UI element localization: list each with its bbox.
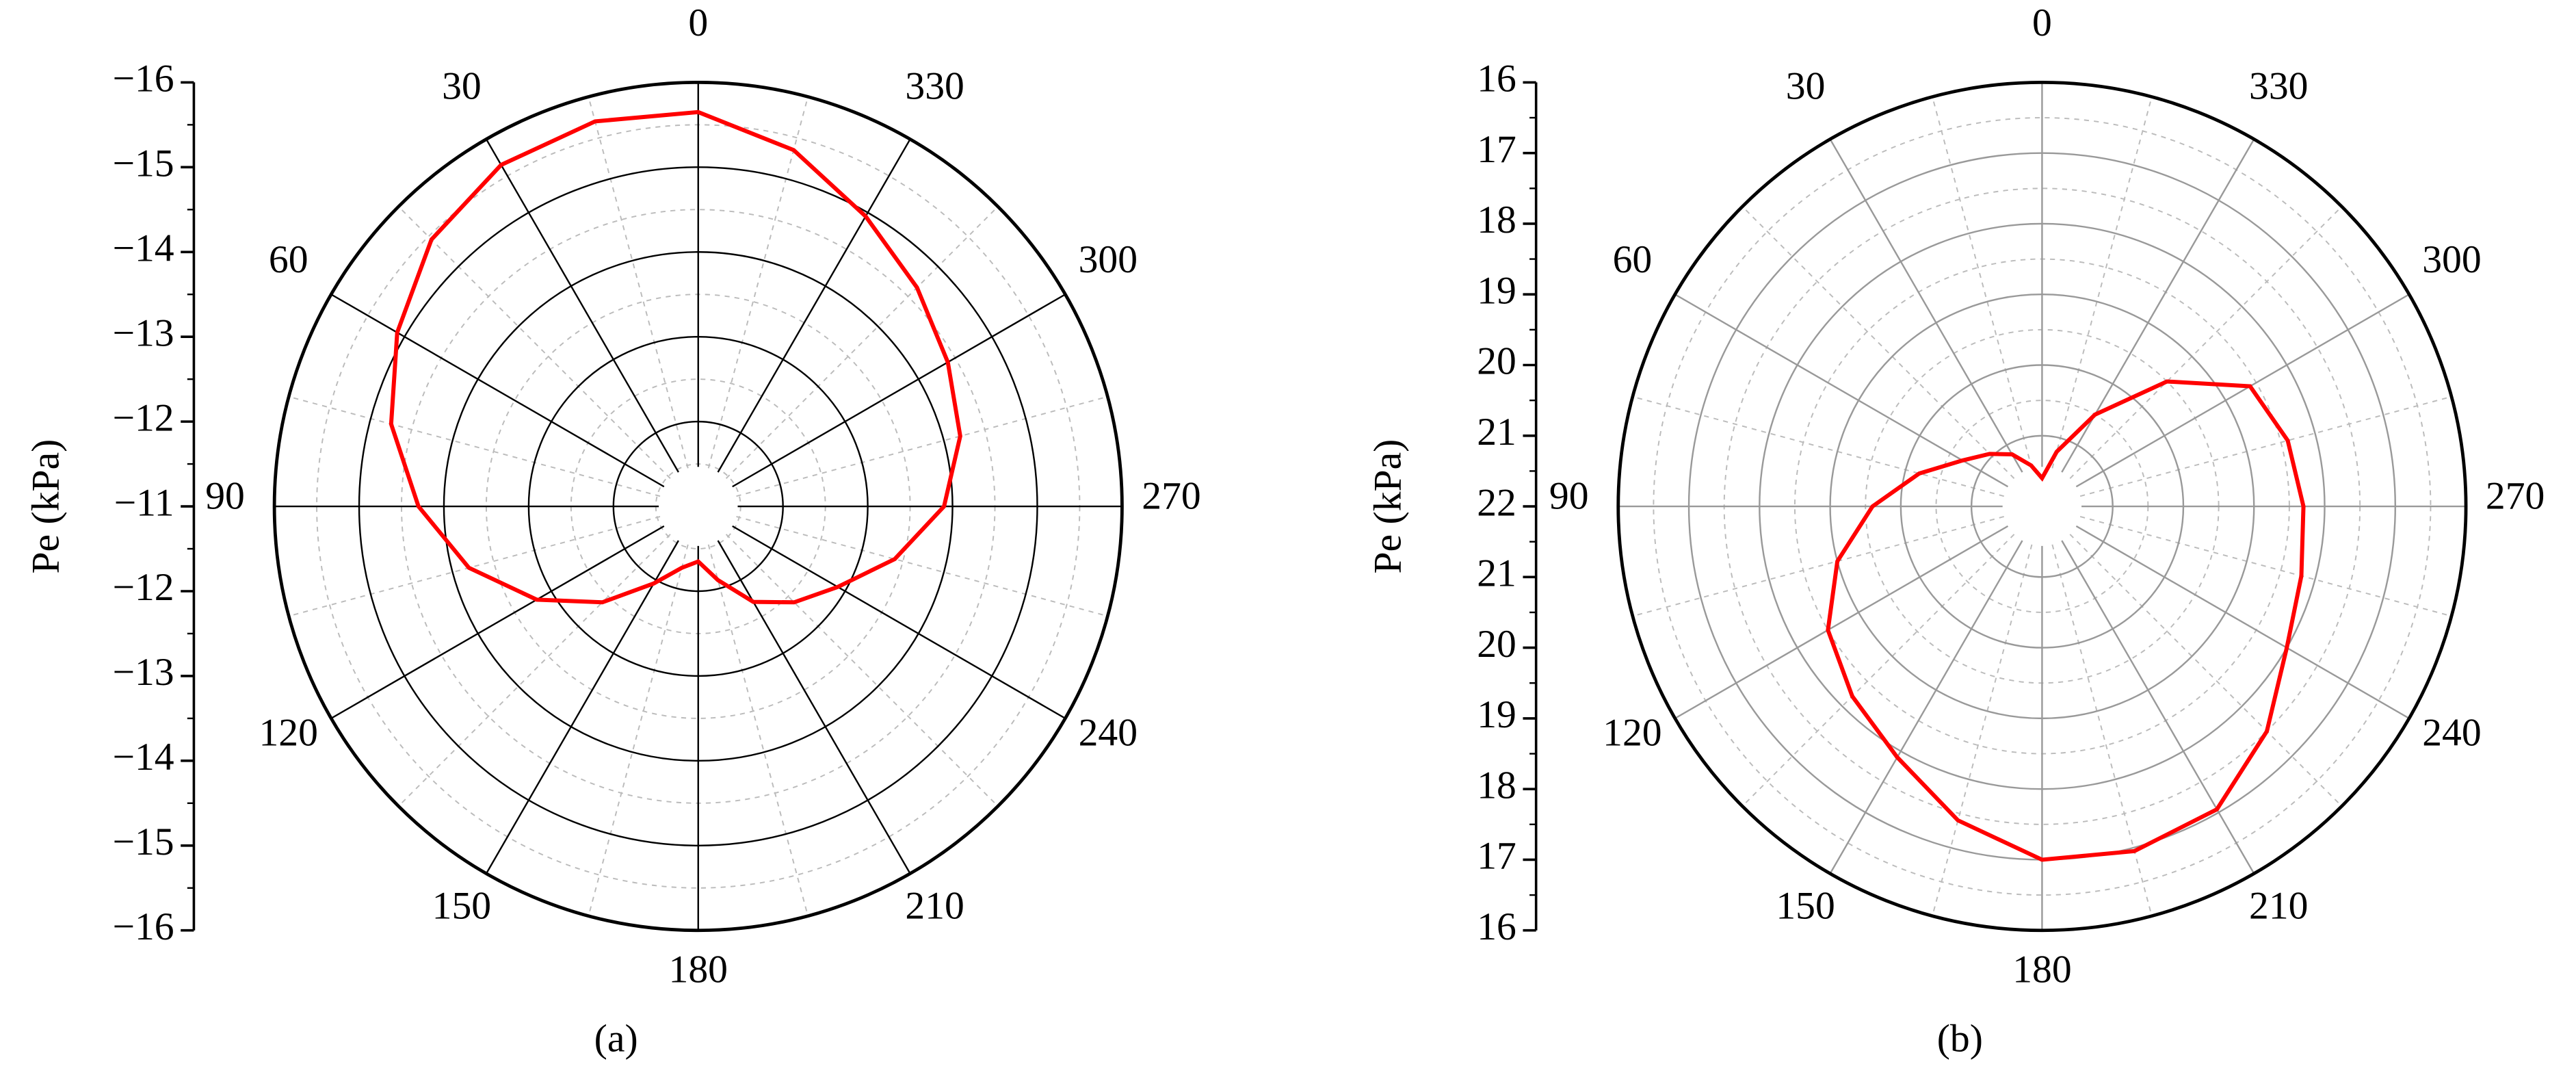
spoke xyxy=(2075,525,2410,719)
minor-spoke xyxy=(2051,96,2153,469)
y-tick-label: −15 xyxy=(112,820,174,864)
y-tick-label: 17 xyxy=(1477,835,1516,878)
angle-label: 210 xyxy=(905,885,964,928)
y-tick-label: −12 xyxy=(112,396,174,439)
angle-label: 90 xyxy=(1549,475,1589,518)
y-tick-label: 16 xyxy=(1477,905,1516,948)
angle-label: 270 xyxy=(1142,475,1200,518)
center-hole xyxy=(659,467,738,546)
angle-label: 30 xyxy=(1786,65,1826,108)
y-tick-label: 20 xyxy=(1477,623,1516,666)
y-tick-label: −12 xyxy=(112,566,174,609)
minor-spoke xyxy=(707,544,809,916)
minor-spoke xyxy=(725,206,999,479)
minor-spoke xyxy=(2079,395,2452,497)
panel-label: (a) xyxy=(594,1017,638,1060)
minor-spoke xyxy=(397,206,671,479)
spoke xyxy=(1674,525,2009,719)
spoke xyxy=(1829,138,2023,473)
minor-spoke xyxy=(1742,534,2015,807)
angle-label: 300 xyxy=(2422,238,2481,281)
y-tick-label: 18 xyxy=(1477,764,1516,807)
angle-label: 240 xyxy=(1079,712,1138,755)
center-hole xyxy=(2002,467,2082,546)
y-tick-label: −11 xyxy=(114,481,174,524)
minor-spoke xyxy=(2069,206,2343,479)
minor-spoke xyxy=(736,516,1108,617)
angle-label: 90 xyxy=(205,475,245,518)
y-tick-label: 16 xyxy=(1477,57,1516,101)
angle-label: 180 xyxy=(669,948,728,991)
spoke xyxy=(717,138,911,473)
angle-label: 330 xyxy=(905,65,964,108)
y-tick-label: 19 xyxy=(1477,693,1516,736)
outer-circle xyxy=(1616,80,2468,933)
spoke xyxy=(330,294,665,488)
curve xyxy=(1826,379,2306,862)
minor-spoke xyxy=(1932,544,2033,916)
y-axis-label: Pe (kPa) xyxy=(1367,439,1410,574)
y-tick-label: 19 xyxy=(1477,269,1516,312)
panel-label: (b) xyxy=(1937,1017,1983,1060)
spoke xyxy=(1829,540,2023,874)
y-tick-label: −13 xyxy=(112,311,174,354)
spoke xyxy=(732,294,1066,488)
minor-spoke xyxy=(2079,516,2452,617)
minor-spoke xyxy=(736,395,1108,497)
y-tick-label: 22 xyxy=(1477,481,1516,524)
y-tick-label: −15 xyxy=(112,142,174,185)
angle-label: 30 xyxy=(442,65,482,108)
y-tick-label: 18 xyxy=(1477,198,1516,242)
minor-spoke xyxy=(1932,96,2033,469)
y-tick-label: −13 xyxy=(112,651,174,694)
y-tick-label: 21 xyxy=(1477,411,1516,454)
angle-label: 270 xyxy=(2486,475,2545,518)
angle-label: 120 xyxy=(1603,712,1661,755)
spoke xyxy=(732,525,1066,719)
outer-circle xyxy=(272,80,1124,933)
angle-label: 0 xyxy=(688,1,708,44)
minor-spoke xyxy=(1742,206,2015,479)
angle-label: 300 xyxy=(1079,238,1138,281)
spoke xyxy=(485,540,679,874)
angle-label: 150 xyxy=(1776,885,1835,928)
minor-spoke xyxy=(397,534,671,807)
minor-spoke xyxy=(2069,534,2343,807)
y-tick-label: −16 xyxy=(112,57,174,101)
spoke xyxy=(1674,294,2009,488)
minor-spoke xyxy=(2051,544,2153,916)
angle-label: 330 xyxy=(2249,65,2308,108)
y-tick-label: 20 xyxy=(1477,340,1516,383)
angle-label: 60 xyxy=(269,238,308,281)
minor-spoke xyxy=(1632,395,2004,497)
spoke xyxy=(717,540,911,874)
minor-spoke xyxy=(588,96,689,469)
angle-label: 120 xyxy=(259,712,317,755)
minor-spoke xyxy=(288,395,661,497)
minor-spoke xyxy=(707,96,809,469)
spoke xyxy=(2061,540,2255,874)
angle-label: 0 xyxy=(2032,1,2052,44)
y-axis-label: Pe (kPa) xyxy=(24,439,67,574)
angle-label: 210 xyxy=(2249,885,2308,928)
angle-label: 150 xyxy=(432,885,491,928)
angle-label: 60 xyxy=(1613,238,1653,281)
y-tick-label: −14 xyxy=(112,226,174,270)
curve xyxy=(389,109,962,605)
y-tick-label: −16 xyxy=(112,905,174,948)
spoke xyxy=(2061,138,2255,473)
spoke xyxy=(485,138,679,473)
y-tick-label: −14 xyxy=(112,736,174,779)
spoke xyxy=(2075,294,2410,488)
y-tick-label: 17 xyxy=(1477,128,1516,171)
y-tick-label: 21 xyxy=(1477,552,1516,595)
angle-label: 240 xyxy=(2422,712,2481,755)
angle-label: 180 xyxy=(2012,948,2071,991)
minor-spoke xyxy=(1632,516,2004,617)
spoke xyxy=(330,525,665,719)
minor-spoke xyxy=(588,544,689,916)
